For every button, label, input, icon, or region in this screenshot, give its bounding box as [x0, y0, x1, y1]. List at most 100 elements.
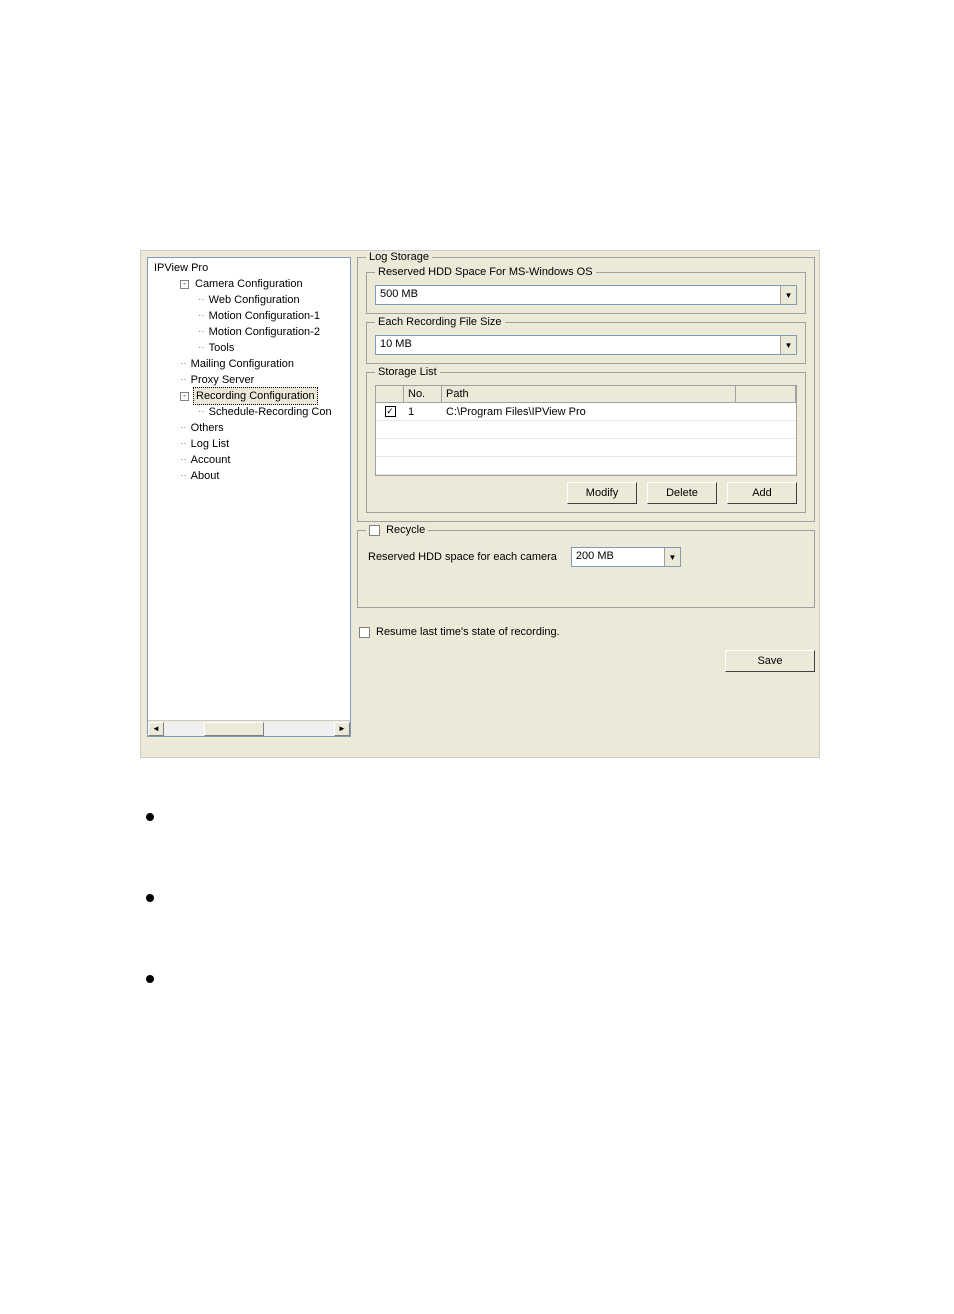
file-size-value: 10 MB — [376, 336, 780, 354]
chevron-down-icon[interactable]: ▼ — [780, 336, 796, 354]
row-path: C:\Program Files\IPView Pro — [442, 406, 796, 418]
col-no: No. — [404, 386, 442, 402]
chevron-down-icon[interactable]: ▼ — [780, 286, 796, 304]
recycle-value: 200 MB — [572, 548, 664, 566]
resume-label: Resume last time's state of recording. — [376, 626, 560, 638]
file-size-legend: Each Recording File Size — [375, 316, 505, 328]
table-header: No. Path — [376, 386, 796, 403]
bullet-icon — [146, 894, 154, 902]
col-check — [376, 386, 404, 402]
tree-item-label: Motion Configuration-1 — [207, 308, 322, 324]
recycle-checkbox[interactable] — [369, 525, 380, 536]
scroll-left-button[interactable]: ◄ — [148, 722, 164, 736]
tree-hscrollbar[interactable]: ◄ ► — [148, 720, 350, 736]
log-storage-legend: Log Storage — [366, 251, 432, 263]
scroll-track[interactable] — [164, 722, 334, 736]
bullet-icon — [146, 813, 154, 821]
bullet-item — [146, 891, 806, 902]
tree-item-label: Web Configuration — [207, 292, 302, 308]
modify-button[interactable]: Modify — [567, 482, 637, 504]
reserved-hdd-legend: Reserved HDD Space For MS-Windows OS — [375, 266, 596, 278]
recycle-legend: Recycle — [366, 524, 428, 536]
tree-item-label: Log List — [189, 436, 232, 452]
tree-item-label: Schedule-Recording Con — [207, 404, 334, 420]
recycle-label: Reserved HDD space for each camera — [368, 551, 557, 563]
tree-item[interactable]: ··Schedule-Recording Con — [152, 404, 350, 420]
scroll-right-button[interactable]: ► — [334, 722, 350, 736]
row-checkbox[interactable]: ✓ — [385, 406, 396, 417]
tree-item[interactable]: ··Proxy Server — [152, 372, 350, 388]
tree-item-label: Account — [189, 452, 233, 468]
tree-branch-icon: ·· — [180, 455, 187, 465]
table-row[interactable] — [376, 439, 796, 457]
col-blank — [736, 386, 796, 402]
tree-item[interactable]: ··About — [152, 468, 350, 484]
collapse-icon[interactable]: - — [180, 280, 189, 289]
collapse-icon[interactable]: - — [180, 392, 189, 401]
tree-item-label: About — [189, 468, 222, 484]
tree-item-label: Motion Configuration-2 — [207, 324, 322, 340]
tree-item-label: Mailing Configuration — [189, 356, 296, 372]
storage-list-table: No. Path ✓ 1C:\Program Files\IPView Pro — [375, 385, 797, 476]
bullet-item — [146, 810, 806, 821]
recycle-fieldset: Recycle Reserved HDD space for each came… — [357, 530, 815, 608]
tree-branch-icon: ·· — [180, 375, 187, 385]
tree-item[interactable]: ··Web Configuration — [152, 292, 350, 308]
nav-tree[interactable]: IPView Pro -Camera Configuration··Web Co… — [148, 258, 350, 484]
bullet-list — [146, 810, 806, 1053]
row-no: 1 — [404, 406, 442, 418]
add-button[interactable]: Add — [727, 482, 797, 504]
reserved-hdd-value: 500 MB — [376, 286, 780, 304]
storage-buttons: Modify Delete Add — [375, 476, 797, 504]
reserved-hdd-select[interactable]: 500 MB ▼ — [375, 285, 797, 305]
bullet-icon — [146, 975, 154, 983]
save-button[interactable]: Save — [725, 650, 815, 672]
tree-branch-icon: ·· — [180, 423, 187, 433]
tree-item[interactable]: -Recording Configuration — [152, 388, 350, 404]
tree-item-label: Proxy Server — [189, 372, 257, 388]
file-size-select[interactable]: 10 MB ▼ — [375, 335, 797, 355]
recycle-legend-label: Recycle — [386, 524, 425, 536]
tree-item[interactable]: -Camera Configuration — [152, 276, 350, 292]
resume-row: Resume last time's state of recording. — [357, 616, 815, 640]
tree-item[interactable]: ··Motion Configuration-1 — [152, 308, 350, 324]
tree-branch-icon: ·· — [198, 311, 205, 321]
table-row[interactable] — [376, 421, 796, 439]
tree-item[interactable]: ··Log List — [152, 436, 350, 452]
col-path: Path — [442, 386, 736, 402]
tree-item[interactable]: ··Others — [152, 420, 350, 436]
tree-root[interactable]: IPView Pro — [152, 260, 350, 276]
tree-item-label: Others — [189, 420, 226, 436]
settings-panel: Log Storage Reserved HDD Space For MS-Wi… — [357, 257, 815, 753]
tree-item-label: Recording Configuration — [193, 387, 318, 405]
save-row: Save — [357, 640, 815, 672]
reserved-hdd-fieldset: Reserved HDD Space For MS-Windows OS 500… — [366, 272, 806, 314]
bullet-item — [146, 972, 806, 983]
storage-list-legend: Storage List — [375, 366, 440, 378]
tree-item-label: Camera Configuration — [193, 276, 305, 292]
delete-button[interactable]: Delete — [647, 482, 717, 504]
recycle-row: Reserved HDD space for each camera 200 M… — [366, 543, 806, 571]
tree-item[interactable]: ··Motion Configuration-2 — [152, 324, 350, 340]
resume-checkbox[interactable] — [359, 627, 370, 638]
log-storage-fieldset: Log Storage Reserved HDD Space For MS-Wi… — [357, 257, 815, 522]
tree-branch-icon: ·· — [198, 295, 205, 305]
tree-item[interactable]: ··Account — [152, 452, 350, 468]
table-row[interactable] — [376, 457, 796, 475]
recycle-select[interactable]: 200 MB ▼ — [571, 547, 681, 567]
tree-item-label: Tools — [207, 340, 237, 356]
tree-root-label: IPView Pro — [152, 260, 210, 276]
chevron-down-icon[interactable]: ▼ — [664, 548, 680, 566]
table-row[interactable]: ✓ 1C:\Program Files\IPView Pro — [376, 403, 796, 421]
tree-branch-icon: ·· — [198, 407, 205, 417]
tree-branch-icon: ·· — [180, 439, 187, 449]
tree-item[interactable]: ··Tools — [152, 340, 350, 356]
file-size-fieldset: Each Recording File Size 10 MB ▼ — [366, 322, 806, 364]
tree-branch-icon: ·· — [180, 359, 187, 369]
table-body: ✓ 1C:\Program Files\IPView Pro — [376, 403, 796, 475]
nav-tree-panel: IPView Pro -Camera Configuration··Web Co… — [147, 257, 351, 737]
tree-branch-icon: ·· — [180, 471, 187, 481]
tree-branch-icon: ·· — [198, 343, 205, 353]
tree-item[interactable]: ··Mailing Configuration — [152, 356, 350, 372]
scroll-thumb[interactable] — [204, 722, 264, 736]
